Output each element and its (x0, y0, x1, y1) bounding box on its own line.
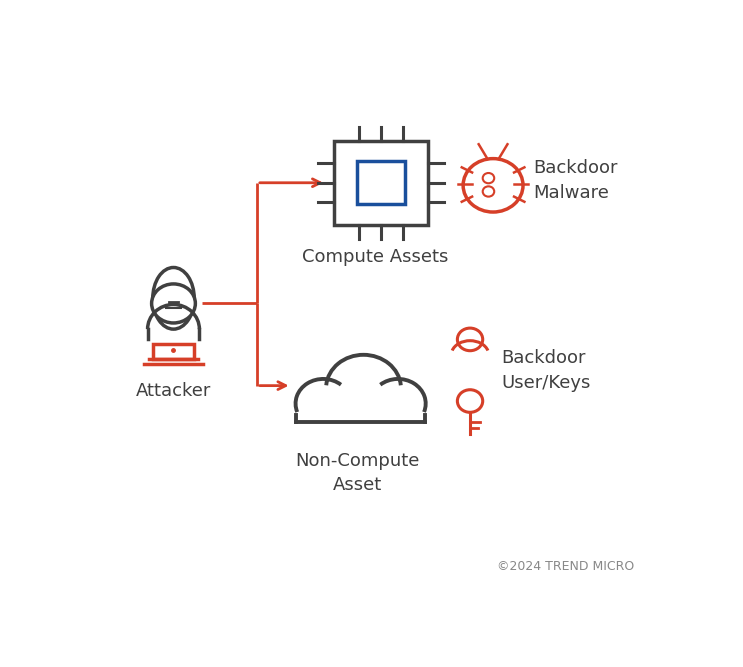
Circle shape (152, 284, 195, 323)
Bar (296, 401, 420, 422)
Bar (334, 141, 428, 225)
Text: Compute Assets: Compute Assets (302, 248, 448, 266)
Circle shape (326, 355, 401, 422)
Circle shape (371, 379, 426, 428)
Ellipse shape (153, 267, 194, 329)
Text: Backdoor
Malware: Backdoor Malware (533, 159, 618, 201)
Text: ©2024 TREND MICRO: ©2024 TREND MICRO (497, 560, 634, 573)
Text: Non-Compute
Asset: Non-Compute Asset (296, 452, 420, 494)
Text: Backdoor
User/Keys: Backdoor User/Keys (502, 349, 591, 392)
Circle shape (296, 379, 351, 428)
Text: Attacker: Attacker (136, 382, 211, 400)
Bar (357, 161, 405, 204)
Bar (153, 344, 194, 360)
